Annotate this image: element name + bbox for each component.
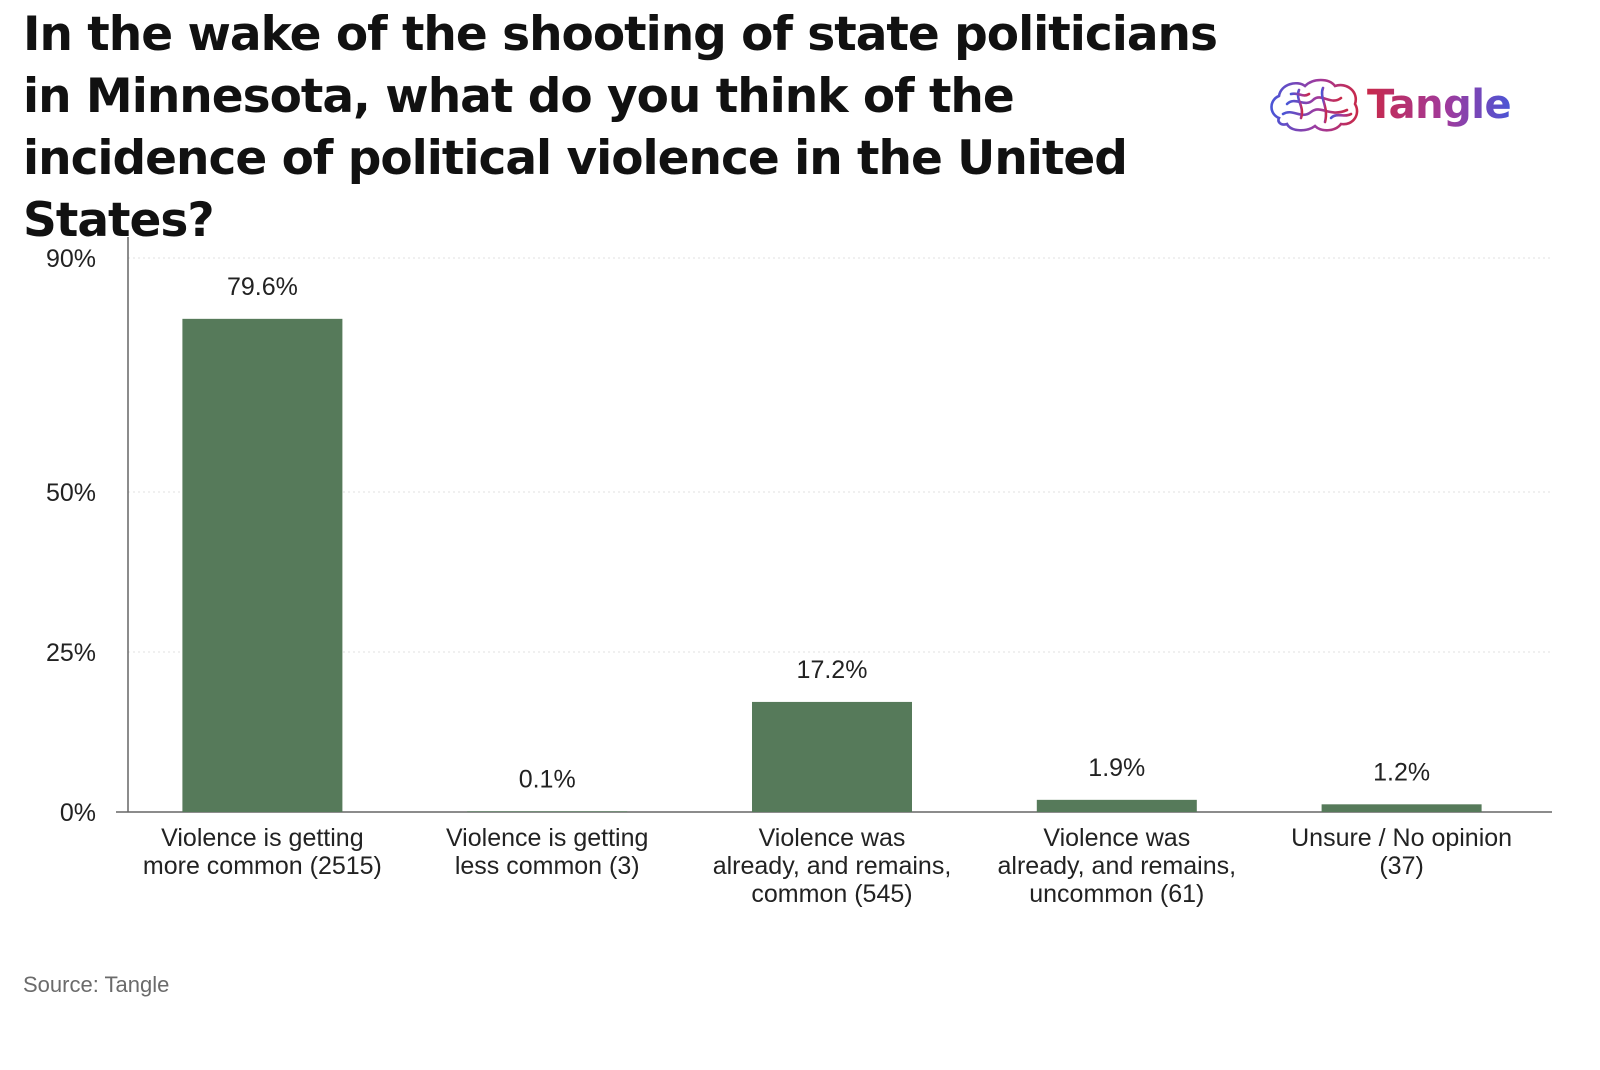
x-tick-label-line: uncommon (61) bbox=[1029, 880, 1204, 908]
bar bbox=[467, 811, 628, 812]
data-label: 79.6% bbox=[227, 273, 298, 301]
brand-logo: Tangle bbox=[1265, 70, 1512, 140]
y-tick-label: 90% bbox=[46, 245, 96, 273]
x-tick-label-line: Violence is getting bbox=[446, 824, 648, 852]
x-tick-label-line: already, and remains, bbox=[998, 852, 1237, 880]
bar bbox=[1321, 804, 1482, 812]
bar bbox=[752, 701, 912, 812]
x-tick-label-line: Violence is getting bbox=[161, 824, 363, 852]
brand-name: Tangle bbox=[1367, 82, 1512, 128]
x-tick-label-line: (37) bbox=[1379, 852, 1423, 880]
y-tick-label: 25% bbox=[46, 639, 96, 667]
brain-icon bbox=[1270, 78, 1359, 132]
x-tick-label: Violence was already, and remains, common … bbox=[713, 824, 952, 908]
x-tick-label-line: Unsure / No opinion bbox=[1291, 824, 1512, 852]
x-tick-label: Violence is getting less common (3) bbox=[446, 824, 648, 880]
y-tick-label: 0% bbox=[60, 799, 96, 827]
data-label: 1.9% bbox=[1088, 754, 1145, 782]
chart-title: In the wake of the shooting of state pol… bbox=[23, 7, 1218, 248]
x-tick-label: Unsure / No opinion (37) bbox=[1291, 824, 1512, 880]
data-label: 1.2% bbox=[1373, 758, 1430, 786]
data-label: 17.2% bbox=[797, 656, 868, 684]
data-label: 0.1% bbox=[519, 765, 576, 793]
bar bbox=[182, 318, 343, 812]
x-tick-label-line: less common (3) bbox=[455, 852, 640, 880]
x-tick-label-line: Violence was bbox=[759, 824, 906, 852]
source-note: Source: Tangle bbox=[23, 972, 170, 997]
bar bbox=[1036, 799, 1197, 812]
x-tick-label: Violence was already, and remains, uncommo… bbox=[998, 824, 1237, 908]
x-tick-label-line: Violence was bbox=[1043, 824, 1190, 852]
x-tick-label-line: more common (2515) bbox=[143, 852, 382, 880]
x-tick-label: Violence is getting more common (2515) bbox=[143, 824, 382, 880]
x-tick-label-line: already, and remains, bbox=[713, 852, 952, 880]
y-tick-label: 50% bbox=[46, 479, 96, 507]
x-tick-label-line: common (545) bbox=[751, 880, 912, 908]
